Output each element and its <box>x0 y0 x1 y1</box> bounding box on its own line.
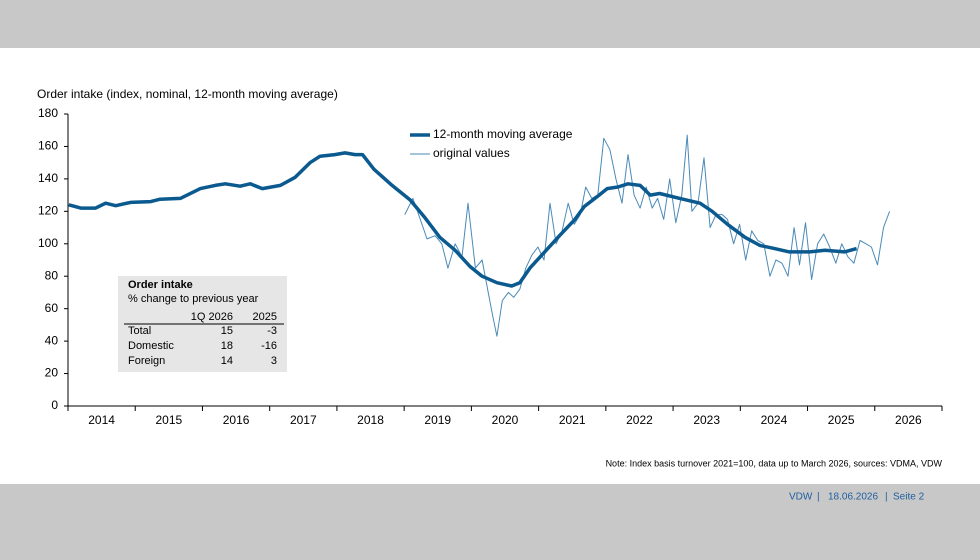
inset-row-label: Domestic <box>128 340 174 352</box>
inset-row-label: Total <box>128 325 151 337</box>
inset-cell: 15 <box>221 325 233 337</box>
x-tick-label: 2023 <box>693 413 720 427</box>
x-tick-label: 2020 <box>492 413 519 427</box>
inset-column-header: 2025 <box>253 311 277 323</box>
inset-cell: 3 <box>271 355 277 367</box>
y-tick-label: 20 <box>45 366 59 380</box>
footer-separator: | <box>817 492 820 503</box>
inset-row-label: Foreign <box>128 355 165 367</box>
x-tick-label: 2022 <box>626 413 653 427</box>
y-tick-label: 80 <box>45 268 59 282</box>
y-tick-label: 140 <box>38 171 58 185</box>
inset-subtitle: % change to previous year <box>128 293 259 305</box>
y-tick-label: 180 <box>38 106 58 120</box>
y-tick-label: 0 <box>51 398 58 412</box>
legend-label: 12-month moving average <box>433 127 573 141</box>
x-tick-label: 2024 <box>761 413 788 427</box>
footer-brand: VDW <box>789 492 813 503</box>
bottom-band <box>0 484 980 560</box>
note: Note: Index basis turnover 2021=100, dat… <box>606 458 943 468</box>
x-tick-label: 2019 <box>424 413 451 427</box>
x-tick-label: 2018 <box>357 413 384 427</box>
top-band <box>0 0 980 48</box>
x-tick-label: 2015 <box>155 413 182 427</box>
x-tick-label: 2016 <box>223 413 250 427</box>
x-tick-label: 2014 <box>88 413 115 427</box>
inset-cell: -16 <box>261 340 277 352</box>
legend-label: original values <box>433 146 510 160</box>
y-tick-label: 100 <box>38 236 58 250</box>
x-tick-label: 2025 <box>828 413 855 427</box>
y-tick-label: 40 <box>45 333 59 347</box>
footer-separator: | <box>885 492 888 503</box>
inset-column-header: 1Q 2026 <box>191 311 233 323</box>
x-tick-label: 2026 <box>895 413 922 427</box>
inset-title: Order intake <box>128 279 193 291</box>
y-tick-label: 120 <box>38 204 58 218</box>
x-tick-label: 2021 <box>559 413 586 427</box>
y-tick-label: 160 <box>38 139 58 153</box>
x-tick-label: 2017 <box>290 413 317 427</box>
inset-cell: 14 <box>221 355 233 367</box>
inset-cell: -3 <box>267 325 277 337</box>
inset-cell: 18 <box>221 340 233 352</box>
series-line <box>404 134 891 337</box>
footer-page: Seite 2 <box>893 492 925 503</box>
y-axis-title: Order intake (index, nominal, 12-month m… <box>37 87 338 101</box>
footer-date: 18.06.2026 <box>828 492 878 503</box>
series-line <box>68 151 858 288</box>
y-tick-label: 60 <box>45 301 59 315</box>
